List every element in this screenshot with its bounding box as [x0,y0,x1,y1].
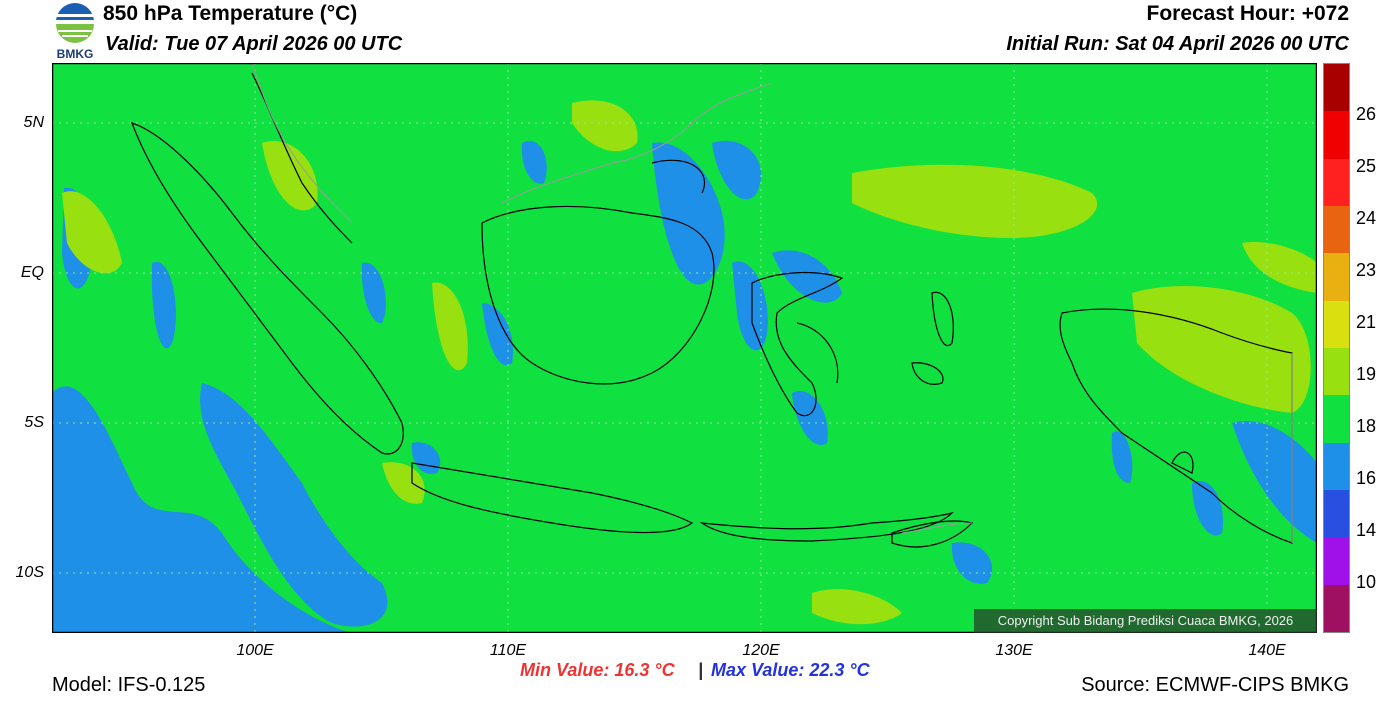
lon-label-120e: 120E [742,642,780,659]
colorbar-segment [1324,584,1349,633]
colorbar-segment [1324,253,1349,302]
colorbar-label-18: 18 [1356,416,1377,436]
lat-label-5s: 5S [24,414,44,431]
copyright-notice: Copyright Sub Bidang Prediksi Cuaca BMKG… [974,609,1317,633]
lat-label-10s: 10S [15,564,44,581]
colorbar-segment [1324,206,1349,254]
gridlines [52,63,1317,633]
colorbar-segment [1324,158,1349,207]
model-label: Model: IFS-0.125 [52,674,206,696]
colorbar-segment [1324,348,1349,396]
colorbar-segment [1324,300,1349,349]
colorbar-segment [1324,537,1349,586]
lat-label-eq: EQ [20,264,44,281]
minmax-separator: | [698,660,704,680]
valid-time: Valid: Tue 07 April 2026 00 UTC [105,33,403,55]
colorbar-label-10: 10 [1356,572,1377,592]
forecast-hour: Forecast Hour: +072 [1146,2,1350,25]
colorbar-label-26: 26 [1356,104,1377,124]
colorbar-label-23: 23 [1356,260,1377,280]
max-value: Max Value: 22.3 °C [711,660,870,680]
temperature-map [52,63,1317,633]
colorbar-label-14: 14 [1356,520,1377,540]
colorbar-segment [1324,395,1349,444]
lon-label-110e: 110E [489,642,527,659]
colorbar-segment [1324,490,1349,538]
borders [251,63,1293,543]
colorbar-label-24: 24 [1356,208,1377,228]
colorbar-label-25: 25 [1356,156,1377,176]
colorbar-segment [1324,442,1349,491]
cool-regions [52,140,1317,633]
colorbar-label-16: 16 [1356,468,1377,488]
bmkg-logo: BMKG [56,3,94,60]
colorbar-label-19: 19 [1356,364,1377,384]
lon-label-130e: 130E [995,642,1033,659]
colorbar [1323,63,1350,633]
chart-title: 850 hPa Temperature (°C) [103,2,358,25]
logo-text: BMKG [57,47,94,60]
lon-label-140e: 140E [1248,642,1286,659]
source-label: Source: ECMWF-CIPS BMKG [1081,674,1349,696]
colorbar-label-21: 21 [1356,312,1377,332]
coastlines [130,72,1293,548]
min-value: Min Value: 16.3 °C [520,660,675,680]
lat-label-5n: 5N [23,114,44,131]
initial-run: Initial Run: Sat 04 April 2026 00 UTC [1006,33,1349,55]
lon-label-100e: 100E [236,642,274,659]
colorbar-segment [1324,64,1349,112]
colorbar-segment [1324,111,1349,160]
warm-regions [62,100,1317,625]
